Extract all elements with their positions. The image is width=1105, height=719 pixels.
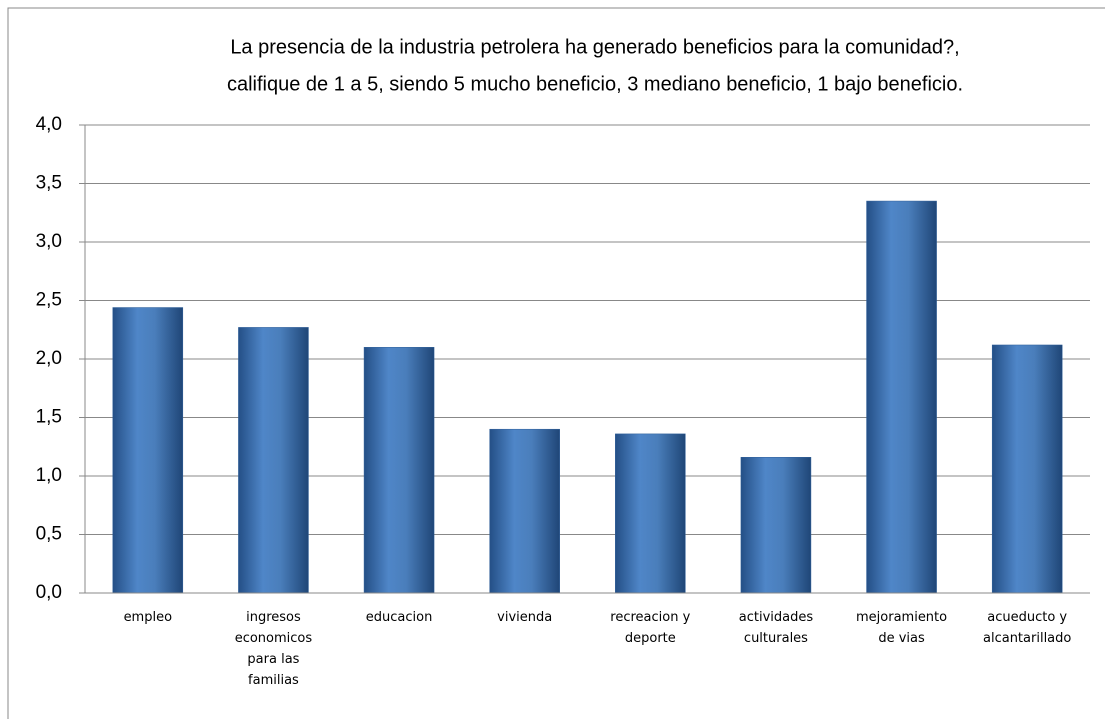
y-tick-label: 1,5 <box>36 407 62 428</box>
y-tick-label: 0,0 <box>36 582 62 603</box>
x-tick-label: empleo <box>123 610 173 625</box>
y-tick-label: 3,0 <box>36 231 62 252</box>
x-tick-label: actividades culturales <box>738 610 814 646</box>
y-tick-label: 3,5 <box>36 173 62 194</box>
bar <box>363 347 435 594</box>
x-tick-label-box: vivienda <box>497 610 553 625</box>
y-tick-label: 0,5 <box>36 524 62 545</box>
chart-title: La presencia de la industria petrolera h… <box>230 36 959 58</box>
x-tick-label-box: educacion <box>365 610 433 625</box>
bar <box>866 200 937 594</box>
bar <box>615 433 686 594</box>
x-tick-label: acueducto y alcantarillado <box>983 610 1072 646</box>
y-tick-label: 4,0 <box>36 114 62 135</box>
bar <box>112 307 184 594</box>
x-tick-label: mejoramiento de vias <box>856 610 948 646</box>
frame <box>7 7 1105 719</box>
y-tick-label: 2,5 <box>36 290 62 311</box>
x-tick-label: educacion <box>365 610 433 625</box>
y-tick-label: 2,0 <box>36 348 62 369</box>
bar <box>238 327 309 594</box>
bar <box>740 457 812 594</box>
bar <box>991 344 1063 594</box>
y-tick-label: 1,0 <box>36 465 62 486</box>
chart-title: califique de 1 a 5, siendo 5 mucho benef… <box>227 73 963 95</box>
x-tick-label: vivienda <box>497 610 553 625</box>
x-tick-label-box: actividades culturales <box>738 610 814 646</box>
x-tick-label-box: mejoramiento de vias <box>856 610 948 646</box>
x-tick-label: ingresos economicos para las familias <box>234 610 313 688</box>
x-tick-label-box: empleo <box>123 610 173 625</box>
x-tick-label: recreacion y deporte <box>610 610 691 646</box>
bar <box>489 428 560 594</box>
x-tick-label-box: acueducto y alcantarillado <box>983 610 1072 646</box>
x-tick-label-box: recreacion y deporte <box>610 610 691 646</box>
x-tick-label-box: ingresos economicos para las familias <box>234 610 313 688</box>
